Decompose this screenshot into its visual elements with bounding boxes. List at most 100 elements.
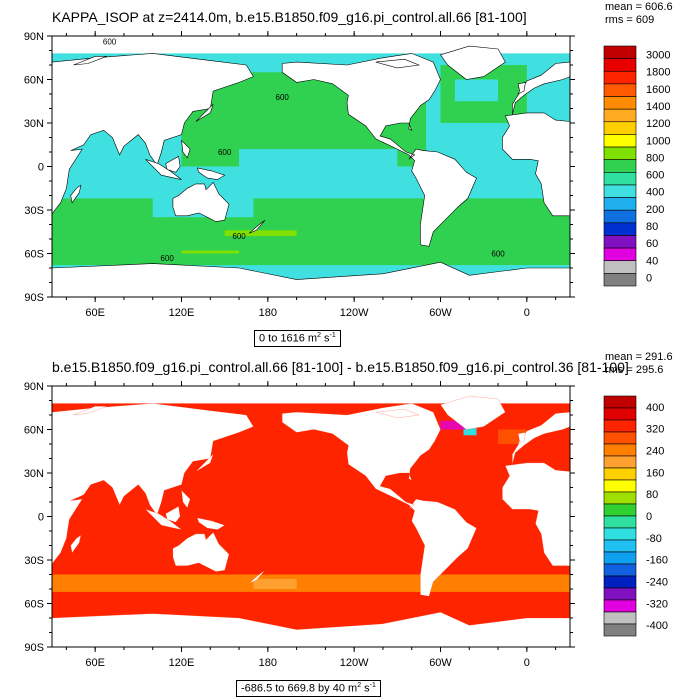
colorbar-swatch: [603, 197, 637, 211]
lon-tick-label: 60W: [429, 307, 452, 319]
colorbar-swatch: [603, 58, 637, 72]
colorbar-swatch: [603, 108, 637, 123]
colorbar-label: 1600: [646, 84, 670, 96]
chart-panel-difference: b.e15.B1850.f09_g16.pi_control.all.66 [8…: [0, 350, 700, 700]
land-mask: [440, 45, 506, 80]
colorbar-label: 400: [646, 187, 664, 199]
contour-label: 600: [103, 38, 117, 47]
colorbar-label: 200: [646, 204, 664, 216]
land-mask: [70, 535, 81, 554]
land-mask: [52, 53, 254, 215]
colorbar-swatch: [603, 431, 637, 445]
colorbar-swatch: [603, 395, 637, 409]
land-mask: [249, 570, 266, 584]
lon-tick-label: 120W: [340, 307, 369, 319]
lat-tick-label: 60S: [24, 599, 44, 611]
colorbar-swatch: [603, 479, 637, 493]
field-layer: [52, 386, 570, 647]
chart-title: KAPPA_ISOP at z=2414.0m, b.e15.B1850.f09…: [52, 9, 527, 25]
ocean-region: [181, 250, 240, 254]
colorbar-label: 240: [646, 446, 664, 458]
land-mask: [196, 167, 226, 180]
contour-label: 600: [232, 232, 246, 241]
colorbar-swatch: [603, 503, 637, 517]
arctic-nodata: [52, 386, 570, 404]
chart-stats: mean = 606.6 rms = 609: [605, 1, 673, 26]
range-label: -686.5 to 669.8 by 40 m2 s-1: [236, 680, 381, 697]
ocean-region: [454, 79, 499, 102]
land-mask: [282, 403, 477, 597]
ocean-region: [224, 230, 297, 237]
colorbar-label: 160: [646, 467, 664, 479]
colorbar-swatch: [603, 539, 637, 553]
range-units-tail-exp: -1: [369, 682, 376, 689]
colorbar-swatch: [603, 623, 637, 637]
colorbar-label: 1000: [646, 135, 670, 147]
colorbar-swatch: [603, 467, 637, 481]
colorbar-swatch: [603, 273, 637, 287]
land-mask: [375, 409, 420, 419]
contour-label: 600: [160, 254, 174, 263]
colorbar-swatch: [603, 235, 637, 249]
colorbar-swatch: [603, 83, 637, 97]
land-mask: [73, 406, 107, 416]
colorbar-label: 0: [646, 511, 652, 523]
colorbar-swatch: [603, 419, 637, 433]
range-text: -686.5 to 669.8 by 40 m: [241, 682, 358, 695]
land-mask: [73, 56, 107, 66]
colorbar-swatch: [603, 515, 637, 529]
colorbar-label: 40: [646, 255, 658, 267]
lat-tick-label: 30S: [24, 205, 44, 217]
lon-tick-label: 0: [524, 657, 530, 669]
colorbar-swatch: [603, 209, 637, 224]
land-mask: [181, 139, 191, 159]
field-layer: 600 600 600 600 600 600: [52, 36, 570, 297]
colorbar-label: 320: [646, 424, 664, 436]
colorbar-swatch: [603, 575, 637, 589]
lon-tick-label: 120W: [340, 657, 369, 669]
colorbar-swatch: [603, 96, 637, 110]
land-mask: [281, 53, 477, 247]
lat-tick-label: 90N: [24, 381, 44, 393]
colorbar-label: -240: [646, 576, 668, 588]
colorbar-swatch: [603, 551, 637, 565]
lat-tick-label: 0: [38, 162, 44, 174]
land-mask: [375, 58, 421, 69]
land-mask: [70, 184, 82, 204]
colorbar-swatch: [603, 159, 637, 173]
colorbar-swatch: [603, 599, 637, 613]
colorbar-swatch: [603, 491, 637, 505]
colorbar-swatch: [603, 407, 637, 421]
land-mask: [517, 82, 526, 95]
colorbar-label: 0: [646, 272, 652, 284]
colorbar-swatch: [603, 443, 637, 457]
lat-tick-label: 90N: [24, 31, 44, 43]
colorbar-label: 3000: [646, 50, 670, 62]
colorbar-swatch: [603, 587, 637, 601]
colorbar-label: -80: [646, 533, 662, 545]
land-mask: [248, 219, 266, 234]
land-mask: [165, 506, 181, 523]
ocean-region: [253, 578, 297, 589]
ocean-region: [52, 198, 570, 266]
colorbar-swatch: [603, 563, 637, 577]
colorbar-swatch: [603, 455, 637, 469]
chart-title: b.e15.B1850.f09_g16.pi_control.all.66 [8…: [52, 359, 629, 375]
colorbar-swatch: [603, 172, 637, 186]
land-mask: [145, 159, 182, 180]
lat-tick-label: 30N: [24, 468, 44, 480]
lat-tick-label: 30S: [24, 555, 44, 567]
land-mask: [197, 517, 225, 530]
land-mask: [145, 509, 182, 530]
land-mask: [52, 612, 570, 647]
colorbar-label: 80: [646, 489, 658, 501]
range-units-tail: s: [361, 682, 370, 695]
colorbar-swatch: [603, 121, 637, 135]
lat-tick-label: 90S: [24, 292, 44, 304]
colorbar-label: 60: [646, 238, 658, 250]
ocean-region: [52, 574, 570, 592]
lat-tick-label: 60N: [24, 75, 44, 87]
lon-tick-label: 60E: [85, 657, 105, 669]
lat-tick-label: 90S: [24, 642, 44, 654]
colorbar-swatch: [603, 611, 637, 625]
